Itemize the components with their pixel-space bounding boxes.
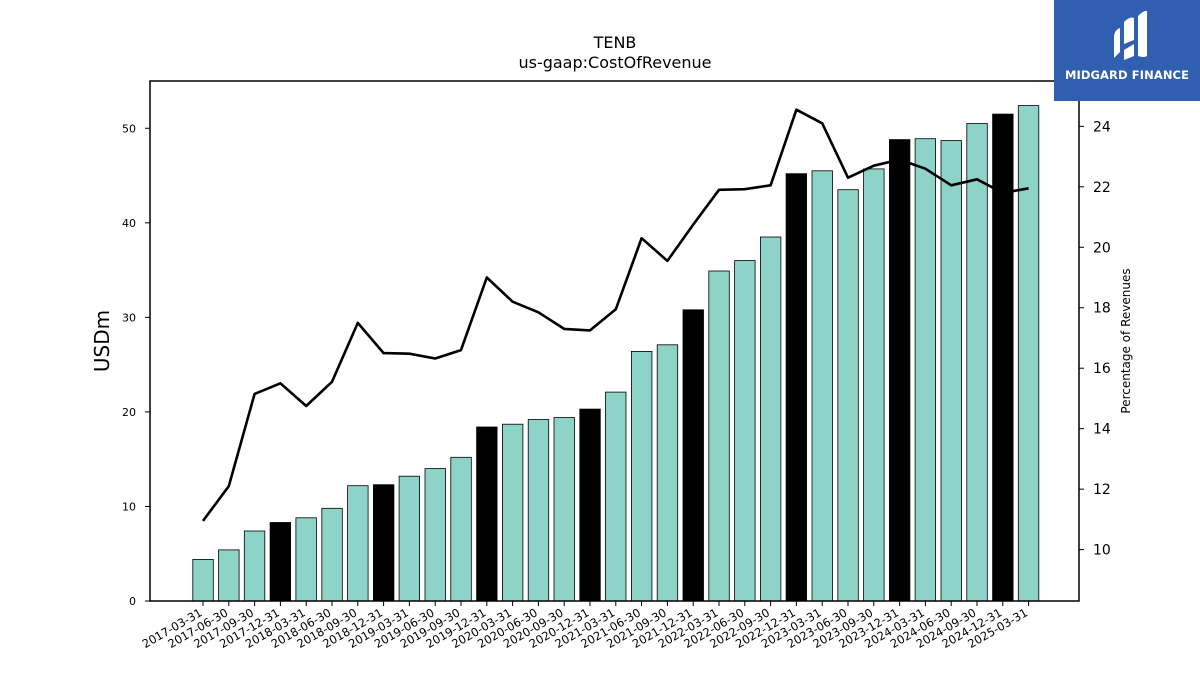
logo: MIDGARD FINANCE [1054, 0, 1200, 101]
y-axis-left: 0 10 20 30 40 50 [122, 122, 150, 608]
chart-subtitle: us-gaap:CostOfRevenue [518, 53, 711, 72]
y-tick-label: 0 [129, 595, 136, 608]
y2-tick-label: 18 [1093, 301, 1111, 317]
y2-tick-label: 24 [1093, 119, 1111, 135]
bar [527, 419, 550, 602]
x-axis: 2017-03-312017-06-302017-09-302017-12-31… [140, 601, 1030, 651]
bar [656, 344, 679, 602]
y-axis-right: 10 12 14 16 18 20 22 24 [1079, 119, 1111, 559]
bar [218, 549, 240, 602]
bar [424, 468, 446, 602]
y-tick-label: 20 [122, 406, 136, 419]
bar [785, 173, 807, 602]
bar [398, 475, 421, 602]
bar [295, 517, 317, 602]
bar [1017, 105, 1040, 602]
bar [811, 170, 833, 602]
y-tick-label: 10 [122, 500, 136, 513]
bar [760, 236, 782, 602]
plot-frame [149, 80, 1080, 602]
bar [734, 260, 756, 602]
logo-text: MIDGARD FINANCE [1064, 68, 1190, 82]
bar [940, 140, 962, 602]
bar [501, 423, 524, 602]
y2-tick-label: 14 [1093, 422, 1111, 438]
y2-axis-label: Percentage of Revenues [1119, 268, 1133, 413]
bar [889, 139, 911, 602]
bar [966, 123, 988, 602]
bar [914, 138, 936, 602]
y2-tick-label: 12 [1093, 482, 1111, 498]
line-group [201, 108, 1029, 522]
bar [579, 408, 601, 602]
y-axis-label: USDm [90, 310, 114, 372]
bar [243, 530, 266, 602]
bar [992, 113, 1014, 602]
bar [269, 522, 292, 602]
bar [476, 426, 498, 602]
y-tick-label: 50 [122, 122, 136, 135]
y-tick-label: 40 [122, 217, 136, 230]
bar [192, 559, 214, 602]
bar [631, 350, 653, 602]
bar [708, 270, 730, 602]
bars-group [192, 105, 1040, 602]
midgard-logo-icon [1114, 10, 1147, 60]
y2-tick-label: 22 [1093, 180, 1111, 196]
bar [682, 309, 704, 602]
y2-tick-label: 16 [1093, 361, 1111, 377]
bar [347, 485, 369, 602]
y2-tick-label: 20 [1093, 240, 1111, 256]
chart-title: TENB [593, 33, 637, 52]
y-tick-label: 30 [122, 311, 136, 324]
bar [450, 456, 472, 602]
series-line [201, 108, 1029, 522]
bar [321, 507, 343, 602]
y2-tick-label: 10 [1093, 543, 1111, 559]
bar [837, 189, 859, 602]
bar [605, 391, 627, 602]
bar [372, 484, 395, 602]
bar [863, 168, 885, 602]
bar [553, 417, 575, 602]
